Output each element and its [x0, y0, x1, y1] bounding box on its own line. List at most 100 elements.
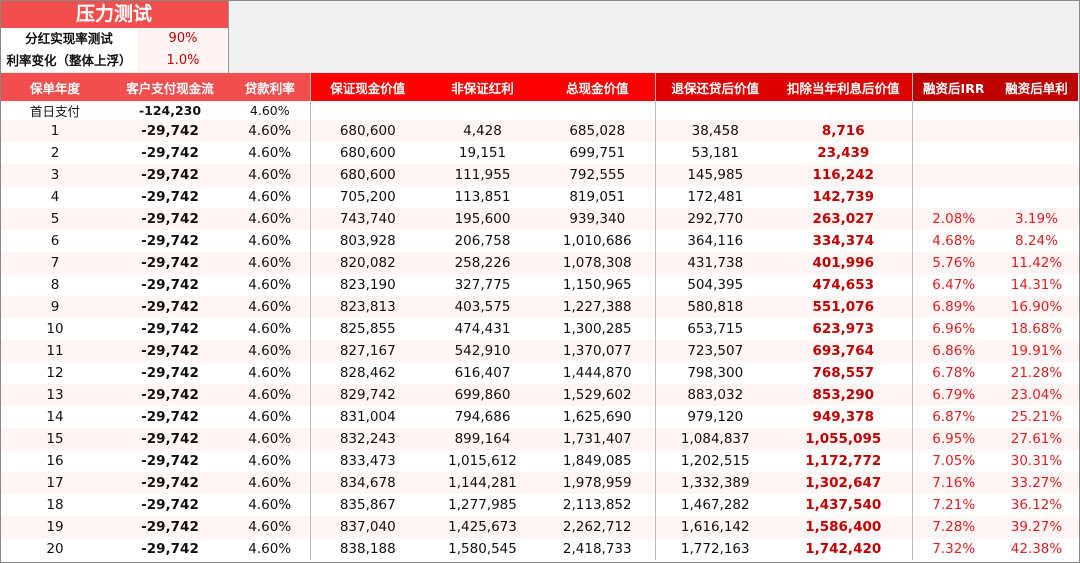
table-cell[interactable]: 8.24% [995, 230, 1078, 252]
table-cell[interactable]: 838,188 [309, 538, 425, 560]
table-cell[interactable]: 172,481 [654, 186, 775, 208]
table-cell[interactable]: 403,575 [425, 296, 540, 318]
table-cell[interactable]: 9 [0, 296, 110, 318]
table-cell[interactable]: -29,742 [110, 472, 230, 494]
table-cell[interactable]: 6.89% [911, 296, 995, 318]
table-cell[interactable]: 334,374 [775, 230, 912, 252]
table-cell[interactable]: 1,227,388 [540, 296, 655, 318]
table-cell[interactable] [911, 101, 995, 120]
table-cell[interactable]: 939,340 [540, 208, 655, 230]
column-header[interactable]: 扣除当年利息后价值 [775, 73, 912, 101]
table-cell[interactable]: 1,010,686 [540, 230, 655, 252]
table-cell[interactable]: 7.16% [911, 472, 995, 494]
table-cell[interactable]: 4.60% [230, 101, 310, 120]
table-cell[interactable]: 580,818 [654, 296, 775, 318]
table-cell[interactable]: 743,740 [309, 208, 425, 230]
table-cell[interactable]: 23.04% [995, 384, 1078, 406]
table-cell[interactable]: 653,715 [654, 318, 775, 340]
table-cell[interactable]: 4.60% [230, 186, 310, 208]
table-cell[interactable]: -29,742 [110, 494, 230, 516]
table-cell[interactable]: 15 [0, 428, 110, 450]
table-cell[interactable] [995, 142, 1078, 164]
table-cell[interactable]: 6.96% [911, 318, 995, 340]
table-cell[interactable]: 30.31% [995, 450, 1078, 472]
table-cell[interactable]: 3.19% [995, 208, 1078, 230]
table-cell[interactable]: 27.61% [995, 428, 1078, 450]
table-cell[interactable]: -29,742 [110, 538, 230, 560]
table-cell[interactable]: 4.60% [230, 516, 310, 538]
table-cell[interactable]: 113,851 [425, 186, 540, 208]
table-cell[interactable]: 6.95% [911, 428, 995, 450]
table-cell[interactable]: 7 [0, 252, 110, 274]
table-cell[interactable]: 145,985 [654, 164, 775, 186]
table-cell[interactable]: -124,230 [110, 101, 230, 120]
table-cell[interactable]: 14 [0, 406, 110, 428]
column-header[interactable]: 保单年度 [0, 73, 110, 101]
table-cell[interactable]: 4.60% [230, 538, 310, 560]
table-cell[interactable]: -29,742 [110, 274, 230, 296]
table-cell[interactable]: -29,742 [110, 428, 230, 450]
table-cell[interactable]: -29,742 [110, 318, 230, 340]
table-cell[interactable]: -29,742 [110, 406, 230, 428]
table-cell[interactable]: 1,731,407 [540, 428, 655, 450]
table-cell[interactable]: 12 [0, 362, 110, 384]
table-cell[interactable]: 1,586,400 [775, 516, 912, 538]
table-cell[interactable] [775, 101, 912, 120]
table-cell[interactable]: -29,742 [110, 120, 230, 142]
table-cell[interactable]: 705,200 [309, 186, 425, 208]
table-cell[interactable]: 2,262,712 [540, 516, 655, 538]
table-cell[interactable]: 4.60% [230, 252, 310, 274]
table-cell[interactable]: 18 [0, 494, 110, 516]
table-cell[interactable]: 820,082 [309, 252, 425, 274]
table-cell[interactable] [995, 164, 1078, 186]
table-cell[interactable]: 693,764 [775, 340, 912, 362]
table-cell[interactable]: 6.87% [911, 406, 995, 428]
table-cell[interactable]: 1,055,095 [775, 428, 912, 450]
table-cell[interactable]: 829,742 [309, 384, 425, 406]
column-header[interactable]: 保证现金价值 [309, 73, 425, 101]
table-cell[interactable]: 680,600 [309, 120, 425, 142]
table-cell[interactable]: 835,867 [309, 494, 425, 516]
table-cell[interactable]: 798,300 [654, 362, 775, 384]
table-cell[interactable]: -29,742 [110, 164, 230, 186]
table-cell[interactable]: 4.60% [230, 340, 310, 362]
table-cell[interactable]: 7.32% [911, 538, 995, 560]
table-cell[interactable]: 13 [0, 384, 110, 406]
table-cell[interactable]: 首日支付 [0, 101, 110, 120]
table-cell[interactable]: 11 [0, 340, 110, 362]
table-cell[interactable]: 1,084,837 [654, 428, 775, 450]
table-cell[interactable]: -29,742 [110, 230, 230, 252]
table-cell[interactable]: 16 [0, 450, 110, 472]
table-cell[interactable]: -29,742 [110, 252, 230, 274]
table-cell[interactable]: 623,973 [775, 318, 912, 340]
table-cell[interactable]: 431,738 [654, 252, 775, 274]
table-cell[interactable]: 6.86% [911, 340, 995, 362]
table-cell[interactable]: 19,151 [425, 142, 540, 164]
table-cell[interactable]: 1,332,389 [654, 472, 775, 494]
table-cell[interactable]: 4.60% [230, 120, 310, 142]
table-cell[interactable]: 7.21% [911, 494, 995, 516]
table-cell[interactable]: 699,751 [540, 142, 655, 164]
table-cell[interactable]: 828,462 [309, 362, 425, 384]
table-cell[interactable]: 1,150,965 [540, 274, 655, 296]
table-cell[interactable]: 1,300,285 [540, 318, 655, 340]
table-cell[interactable]: 823,190 [309, 274, 425, 296]
table-cell[interactable]: 401,996 [775, 252, 912, 274]
table-cell[interactable]: 6.79% [911, 384, 995, 406]
table-cell[interactable] [911, 120, 995, 142]
table-cell[interactable]: 4,428 [425, 120, 540, 142]
table-cell[interactable]: 1 [0, 120, 110, 142]
table-cell[interactable]: -29,742 [110, 450, 230, 472]
table-cell[interactable] [425, 101, 540, 120]
table-cell[interactable]: 195,600 [425, 208, 540, 230]
table-cell[interactable]: 39.27% [995, 516, 1078, 538]
table-cell[interactable] [995, 120, 1078, 142]
table-cell[interactable]: 883,032 [654, 384, 775, 406]
table-cell[interactable]: 680,600 [309, 142, 425, 164]
table-cell[interactable]: -29,742 [110, 142, 230, 164]
table-cell[interactable]: 4.60% [230, 450, 310, 472]
table-cell[interactable]: 1,277,985 [425, 494, 540, 516]
table-cell[interactable]: 5 [0, 208, 110, 230]
table-cell[interactable]: 899,164 [425, 428, 540, 450]
table-cell[interactable]: -29,742 [110, 208, 230, 230]
